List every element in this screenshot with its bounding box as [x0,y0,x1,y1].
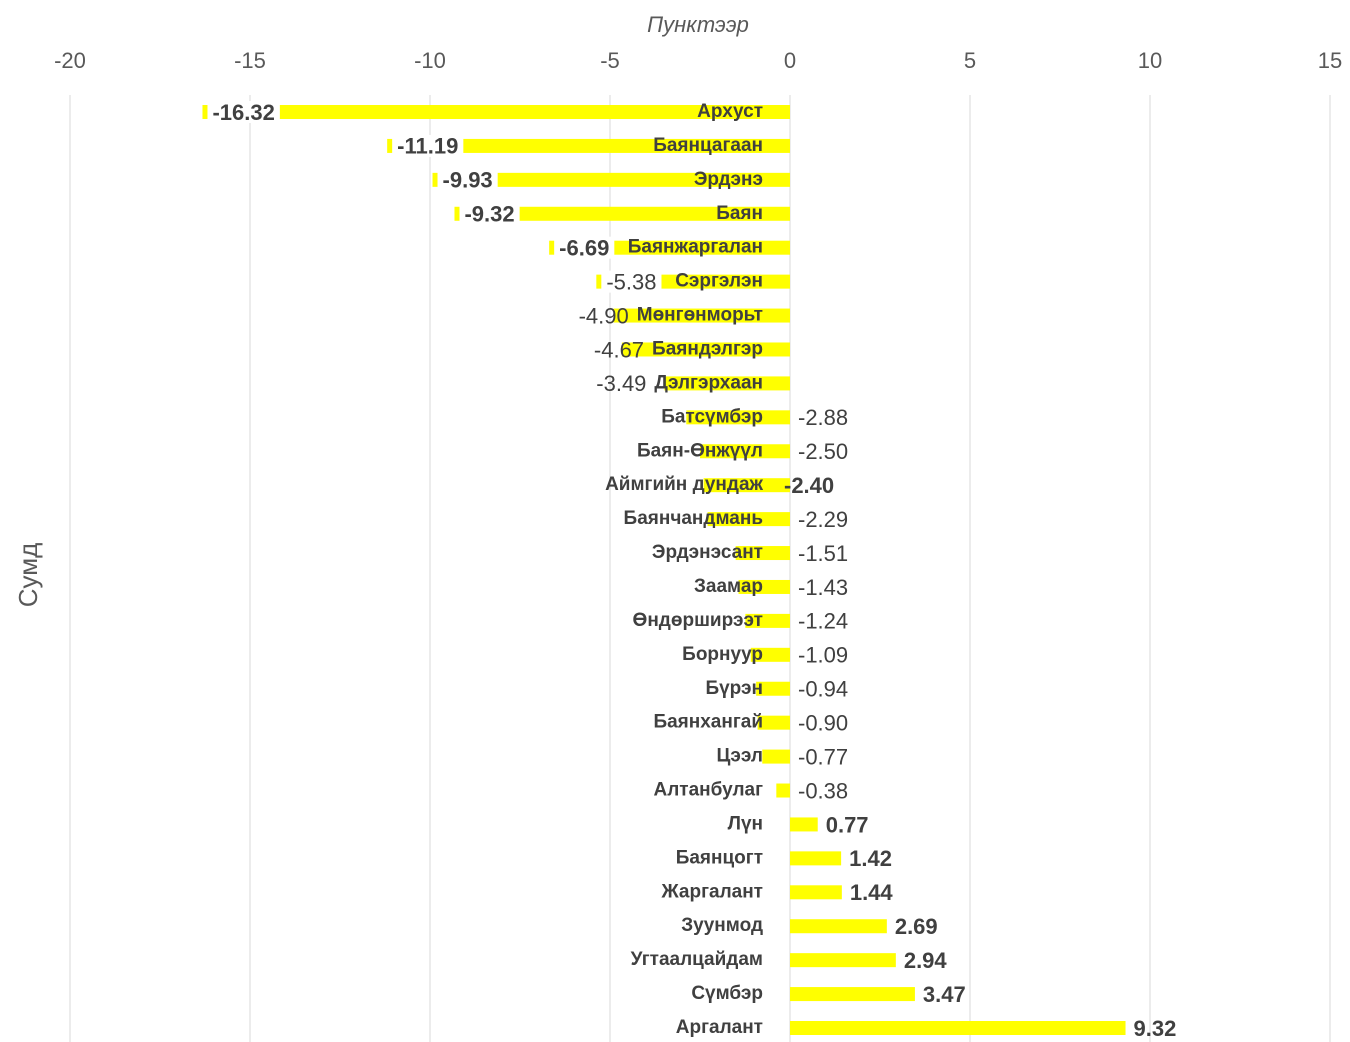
bar [762,749,790,764]
value-label: -0.38 [798,778,848,803]
bar [756,681,790,696]
bar [790,817,818,832]
bar [757,715,790,730]
category-label: Баянцогт [676,847,763,868]
bar [790,885,842,900]
category-label: Эрдэнэсант [652,542,763,563]
value-label: -9.93 [443,168,493,193]
bar [738,579,790,594]
category-label: Сүмбэр [691,983,763,1004]
value-label-bg [207,101,280,123]
bar [707,512,790,527]
bar [790,1021,1126,1035]
value-label: -1.51 [798,541,848,566]
bar [750,647,790,662]
x-tick-label: -20 [54,48,86,73]
bar [664,376,790,391]
category-label: Баяндэлгэр [652,338,763,359]
category-label: Угтаалцайдам [631,949,763,970]
value-label: -2.29 [798,507,848,532]
value-label: 9.32 [1134,1016,1177,1041]
bar [745,613,790,628]
category-label: Баян [716,203,763,224]
category-label: Дэлгэрхаан [654,372,763,393]
value-label: -11.19 [397,134,458,159]
value-label: 1.42 [849,846,892,871]
value-label-bg [459,202,520,225]
category-label: Лүн [728,813,763,834]
value-label: -2.40 [784,473,834,498]
bar [700,444,790,459]
value-label: 0.77 [826,812,869,837]
value-label: -1.24 [798,609,848,634]
bar [703,478,790,493]
category-label: Цээл [717,746,763,767]
category-label: Сэргэлэн [675,271,763,292]
category-label: Аймгийн дундаж [605,474,763,495]
x-tick-label: -10 [414,48,446,73]
bar [202,105,791,119]
value-label: -6.69 [559,236,609,261]
category-label: Аргалант [676,1017,763,1038]
x-tick-label: 0 [784,48,796,73]
category-label: Алтанбулаг [654,780,764,801]
value-label-bg [554,236,615,259]
category-label: Эрдэнэ [694,169,763,190]
value-label: -0.77 [798,744,848,769]
value-label: -1.09 [798,643,848,668]
category-label: Баян-Өнжүүл [637,440,763,461]
value-label-bg [392,134,464,157]
category-label: Баянчандмань [624,508,763,529]
category-label: Заамар [694,576,763,597]
category-label: Зуунмод [681,915,763,936]
value-label: -0.94 [798,677,848,702]
category-label: Баянцагаан [653,135,763,156]
bar [790,953,896,968]
value-label: -2.88 [798,405,848,430]
value-label-bg [437,168,498,191]
bar [735,546,790,561]
value-label: -4.67 [594,337,644,362]
bar [790,851,842,866]
y-axis-label: Сумд [13,543,43,608]
value-label: -16.32 [212,100,274,125]
value-label: 2.69 [895,914,938,939]
bar [454,206,790,221]
bar [621,342,790,357]
category-label: Борнуур [682,644,763,665]
category-label: Баянжаргалан [628,237,763,258]
value-label: -5.38 [606,269,656,294]
value-label: -1.43 [798,575,848,600]
category-label: Жаргалант [661,881,763,902]
bar [387,138,790,153]
bar [613,308,790,323]
category-label: Архуст [697,101,763,122]
x-tick-label: -5 [600,48,620,73]
value-label-bg [601,270,662,293]
value-label: 1.44 [850,880,894,905]
value-label: -4.90 [579,303,629,328]
x-tick-label: 15 [1318,48,1342,73]
bar [776,783,790,798]
x-tick-label: 5 [964,48,976,73]
chart-title: Пунктээр [647,12,749,37]
value-label: 2.94 [904,948,948,973]
bar [432,172,790,187]
value-label: 3.47 [923,982,966,1007]
category-label: Өндөрширээт [633,610,763,631]
category-label: Баянхангай [653,712,763,733]
bar [790,987,915,1002]
bar [790,919,887,934]
x-tick-label: 10 [1138,48,1162,73]
category-label: Бүрэн [705,678,763,699]
x-tick-label: -15 [234,48,266,73]
bar [686,410,790,425]
category-label: Батсүмбэр [661,406,763,427]
value-label: -3.49 [596,371,646,396]
value-label: -2.50 [798,439,848,464]
category-label: Мөнгөнморьт [637,305,763,326]
value-label: -9.32 [464,202,514,227]
value-label: -0.90 [798,710,848,735]
